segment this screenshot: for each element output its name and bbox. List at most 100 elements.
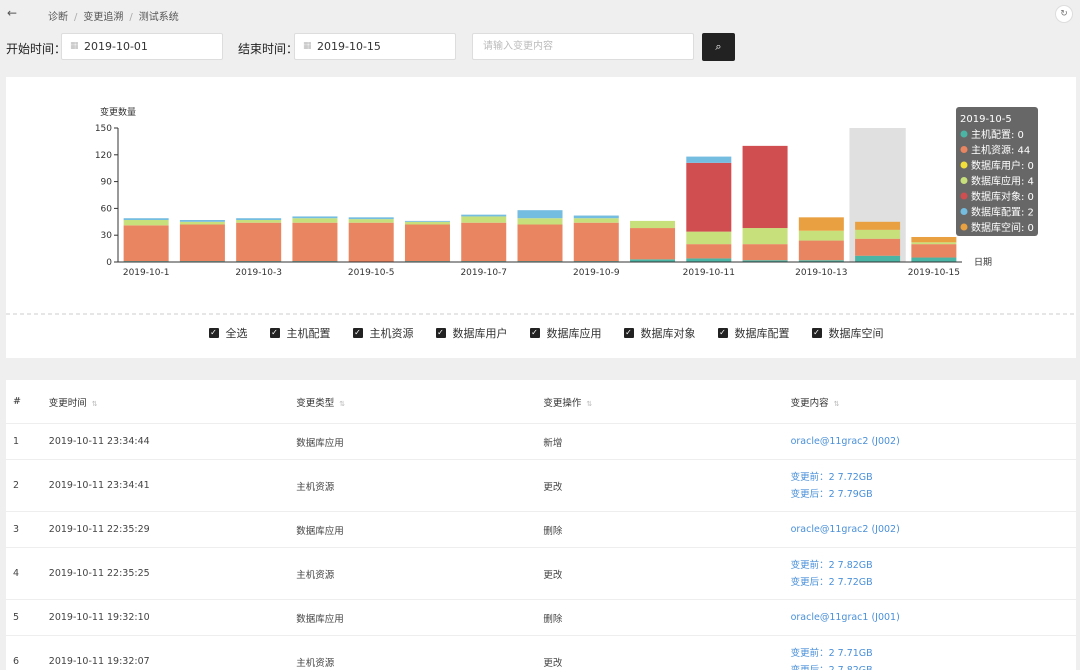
bar-segment (123, 225, 169, 262)
bar-segment (292, 218, 338, 223)
start-date[interactable]: ▦ 2019-10-01 (61, 33, 223, 60)
x-axis-label: 日期 (974, 257, 992, 268)
tooltip-title: 2019-10-5 (960, 114, 1012, 125)
chart-card: 变更数量 日期 0 30 60 90 120 150 2019-10-1 2019-10-3 201… (6, 77, 1076, 358)
bar-segment (798, 230, 844, 241)
checkbox: ✓ (208, 328, 219, 338)
legend-item[interactable]: ✓ 数据库应用 (529, 325, 602, 341)
legend-item[interactable]: ✓ 主机资源 (352, 325, 414, 341)
change-content[interactable]: 变更前：2 7.71GB (790, 647, 873, 659)
legend-item[interactable]: ✓ 数据库用户 (435, 325, 508, 341)
crumb[interactable]: 变更追溯 (83, 12, 124, 23)
change-content[interactable]: oracle@11grac2 (J002) (790, 436, 900, 447)
y-tick-label: 30 (101, 231, 113, 241)
sort-icon[interactable]: ⇅ (91, 399, 98, 408)
table-cell: 2019-10-11 23:34:41 (48, 459, 297, 512)
bar-segment (517, 224, 563, 262)
start-value: 2019-10-01 (84, 40, 148, 53)
crumb[interactable]: 诊断 (48, 12, 68, 23)
tooltip-item: 数据库应用: 4 (971, 175, 1034, 188)
bar-segment (573, 222, 619, 262)
bar-segment (742, 228, 788, 245)
sort-icon[interactable]: ⇅ (339, 399, 346, 408)
bar-segment (179, 220, 225, 222)
table-cell: 更改 (543, 547, 791, 600)
header-label: 变更时间 (48, 397, 87, 409)
header-label: 变更类型 (296, 397, 335, 409)
cell-text: 主机资源 (296, 657, 335, 669)
bar-segment (630, 228, 676, 260)
bar-segment (348, 222, 394, 262)
cell-text: 4 (13, 568, 20, 579)
table-cell: 更改 (543, 459, 791, 512)
change-content[interactable]: 变更后：2 7.79GB (790, 488, 873, 500)
legend-label: 数据库配置 (734, 327, 790, 340)
table-row: 3 2019-10-11 22:35:29 数据库应用 删除 oracle@11grac… (6, 511, 1076, 548)
refresh-button[interactable]: ↻ (1055, 5, 1073, 23)
cell-text: 数据库应用 (296, 437, 344, 449)
bar-segment (179, 224, 225, 262)
bar-segment (911, 242, 957, 245)
tooltip-item: 数据库用户: 0 (971, 159, 1034, 172)
cell-text: 2019-10-11 19:32:10 (48, 612, 150, 623)
bar-segment (123, 220, 169, 226)
tooltip-swatch (960, 208, 968, 215)
bar-segment (236, 218, 282, 221)
end-label: 结束时间： (238, 42, 299, 56)
change-content[interactable]: oracle@11grac2 (J002) (790, 524, 900, 535)
table-cell: 3 (6, 511, 49, 548)
checkbox: ✓ (269, 328, 280, 338)
cell-text: 2019-10-11 23:34:44 (48, 436, 150, 447)
search-input[interactable]: 请输入变更内容 (472, 33, 694, 60)
bar-segment (461, 214, 507, 217)
checkbox: ✓ (717, 328, 728, 338)
bar-segment (911, 257, 957, 262)
table-cell: 数据库应用 (296, 511, 544, 548)
change-content[interactable]: 变更后：2 7.72GB (790, 576, 873, 588)
bar-segment (855, 221, 901, 230)
legend-label: 数据库应用 (546, 327, 602, 340)
table-cell: 2019-10-11 19:32:07 (48, 635, 297, 670)
cell-text: 更改 (543, 657, 563, 669)
bar-segment (630, 259, 676, 262)
y-tick-label: 60 (101, 204, 113, 214)
sort-icon[interactable]: ⇅ (586, 399, 593, 408)
y-tick-label: 0 (106, 258, 112, 268)
table-row: 4 2019-10-11 22:35:25 主机资源 更改 变更前：2 7.82GB 变更… (6, 547, 1076, 600)
bar-segment (179, 221, 225, 225)
change-content[interactable]: 变更前：2 7.82GB (790, 559, 873, 571)
legend-item[interactable]: ✓ 全选 (208, 325, 248, 341)
bar-segment (236, 222, 282, 262)
legend-item[interactable]: ✓ 数据库空间 (811, 325, 884, 341)
crumb[interactable]: 测试系统 (138, 12, 179, 23)
cell-text: 删除 (543, 525, 563, 537)
tooltip-swatch (960, 192, 968, 200)
cell-text: 2019-10-11 23:34:41 (48, 480, 150, 491)
legend-item[interactable]: ✓ 数据库配置 (717, 325, 790, 341)
table-cell: 主机资源 (296, 459, 544, 512)
bar-segment (911, 244, 957, 258)
y-tick-label: 120 (95, 151, 112, 161)
change-content[interactable]: 变更前：2 7.72GB (790, 471, 873, 483)
bar-segment (404, 220, 450, 222)
tooltip-swatch (960, 223, 968, 231)
change-content[interactable]: oracle@11grac1 (J001) (790, 612, 900, 623)
end-date[interactable]: ▦ 2019-10-15 (294, 33, 456, 60)
legend-item[interactable]: ✓ 数据库对象 (623, 325, 696, 341)
legend-item[interactable]: ✓ 主机配置 (269, 325, 331, 341)
bar-segment (742, 260, 788, 262)
table-row: 6 2019-10-11 19:32:07 主机资源 更改 变更前：2 7.71GB 变更… (6, 635, 1076, 670)
change-content[interactable]: 变更后：2 7.82GB (790, 664, 873, 670)
table-row: 2 2019-10-11 23:34:41 主机资源 更改 变更前：2 7.72GB 变更… (6, 459, 1076, 512)
tooltip-item: 数据库对象: 0 (971, 190, 1034, 203)
bar-segment (292, 216, 338, 219)
bar-segment (686, 244, 732, 259)
tooltip-item: 主机资源: 44 (971, 144, 1030, 157)
search-button[interactable]: ⌕ (702, 33, 735, 61)
cell-text: 数据库应用 (296, 613, 344, 625)
back-button[interactable]: ← (7, 6, 18, 20)
checkbox: ✓ (529, 328, 540, 338)
bar-segment (404, 221, 450, 225)
sort-icon[interactable]: ⇅ (833, 399, 840, 408)
